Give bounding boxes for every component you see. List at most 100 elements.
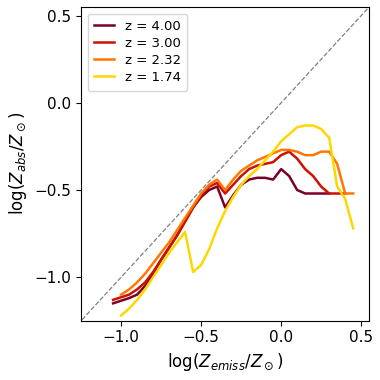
z = 2.32 xyxy=(175,228,179,233)
z = 1.74 xyxy=(167,250,171,255)
z = 4.00 xyxy=(167,245,171,250)
z = 2.32 xyxy=(191,203,195,208)
z = 2.32 xyxy=(135,280,139,285)
z = 2.32 xyxy=(327,149,331,154)
z = 1.74 xyxy=(255,167,260,171)
z = 4.00 xyxy=(231,193,236,198)
z = 1.74 xyxy=(191,270,195,274)
z = 4.00 xyxy=(175,233,179,238)
z = 2.32 xyxy=(143,271,147,276)
z = 4.00 xyxy=(223,205,227,210)
z = 1.74 xyxy=(159,263,163,267)
Y-axis label: log($Z_\mathit{abs}/Z_\odot$): log($Z_\mathit{abs}/Z_\odot$) xyxy=(7,112,29,215)
z = 3.00 xyxy=(239,174,244,178)
z = 2.32 xyxy=(303,153,307,157)
z = 3.00 xyxy=(159,258,163,262)
z = 4.00 xyxy=(279,167,283,171)
z = 2.32 xyxy=(159,250,163,255)
z = 3.00 xyxy=(271,160,276,165)
z = 3.00 xyxy=(191,205,195,210)
z = 2.32 xyxy=(351,191,355,196)
z = 2.32 xyxy=(167,240,171,245)
z = 1.74 xyxy=(215,226,219,231)
Line: z = 4.00: z = 4.00 xyxy=(113,169,329,303)
z = 3.00 xyxy=(335,191,339,196)
z = 2.32 xyxy=(263,155,268,159)
z = 2.32 xyxy=(239,169,244,173)
z = 1.74 xyxy=(311,123,315,128)
z = 3.00 xyxy=(247,167,252,171)
z = 2.32 xyxy=(199,191,203,196)
z = 3.00 xyxy=(207,184,211,189)
z = 1.74 xyxy=(127,306,131,311)
z = 4.00 xyxy=(239,182,244,187)
Line: z = 2.32: z = 2.32 xyxy=(121,150,353,294)
Line: z = 1.74: z = 1.74 xyxy=(121,125,353,315)
z = 2.32 xyxy=(247,163,252,168)
z = 1.74 xyxy=(239,182,244,187)
z = 4.00 xyxy=(215,184,219,189)
z = 1.74 xyxy=(295,125,299,130)
z = 4.00 xyxy=(311,191,315,196)
z = 3.00 xyxy=(295,156,299,161)
z = 1.74 xyxy=(263,158,268,163)
z = 3.00 xyxy=(311,174,315,178)
z = 3.00 xyxy=(255,163,260,168)
z = 3.00 xyxy=(111,298,116,302)
z = 4.00 xyxy=(319,191,323,196)
z = 4.00 xyxy=(295,188,299,192)
z = 3.00 xyxy=(279,153,283,157)
z = 4.00 xyxy=(247,177,252,182)
z = 4.00 xyxy=(159,258,163,262)
z = 2.32 xyxy=(255,158,260,163)
z = 1.74 xyxy=(223,209,227,213)
z = 4.00 xyxy=(263,176,268,180)
z = 4.00 xyxy=(183,219,187,224)
z = 4.00 xyxy=(191,205,195,210)
z = 2.32 xyxy=(231,177,236,182)
z = 3.00 xyxy=(143,280,147,285)
z = 3.00 xyxy=(183,219,187,224)
z = 3.00 xyxy=(263,162,268,166)
z = 3.00 xyxy=(215,181,219,185)
z = 2.32 xyxy=(311,153,315,157)
z = 1.74 xyxy=(231,195,236,199)
z = 4.00 xyxy=(151,271,155,276)
z = 3.00 xyxy=(167,245,171,250)
z = 4.00 xyxy=(271,177,276,182)
z = 1.74 xyxy=(343,196,347,201)
z = 2.32 xyxy=(335,162,339,166)
X-axis label: log($Z_\mathit{emiss}/Z_\odot$): log($Z_\mathit{emiss}/Z_\odot$) xyxy=(167,351,283,373)
z = 2.32 xyxy=(223,188,227,192)
z = 4.00 xyxy=(303,191,307,196)
z = 1.74 xyxy=(319,127,323,131)
z = 1.74 xyxy=(143,287,147,292)
z = 1.74 xyxy=(207,247,211,252)
z = 2.32 xyxy=(215,177,219,182)
z = 3.00 xyxy=(287,149,291,154)
z = 2.32 xyxy=(127,287,131,292)
z = 3.00 xyxy=(343,191,347,196)
z = 2.32 xyxy=(295,149,299,154)
z = 4.00 xyxy=(287,174,291,178)
z = 1.74 xyxy=(351,226,355,231)
z = 4.00 xyxy=(111,301,116,306)
z = 4.00 xyxy=(255,176,260,180)
z = 1.74 xyxy=(287,132,291,136)
z = 3.00 xyxy=(223,191,227,196)
z = 1.74 xyxy=(247,174,252,178)
z = 2.32 xyxy=(151,261,155,266)
z = 3.00 xyxy=(199,193,203,198)
z = 2.32 xyxy=(279,148,283,152)
Legend: z = 4.00, z = 3.00, z = 2.32, z = 1.74: z = 4.00, z = 3.00, z = 2.32, z = 1.74 xyxy=(88,14,187,90)
z = 4.00 xyxy=(135,292,139,297)
z = 3.00 xyxy=(175,233,179,238)
z = 2.32 xyxy=(319,149,323,154)
z = 4.00 xyxy=(127,296,131,301)
z = 3.00 xyxy=(319,184,323,189)
z = 3.00 xyxy=(327,191,331,196)
z = 1.74 xyxy=(199,263,203,267)
z = 4.00 xyxy=(143,283,147,288)
z = 3.00 xyxy=(127,292,131,297)
z = 2.32 xyxy=(271,151,276,156)
